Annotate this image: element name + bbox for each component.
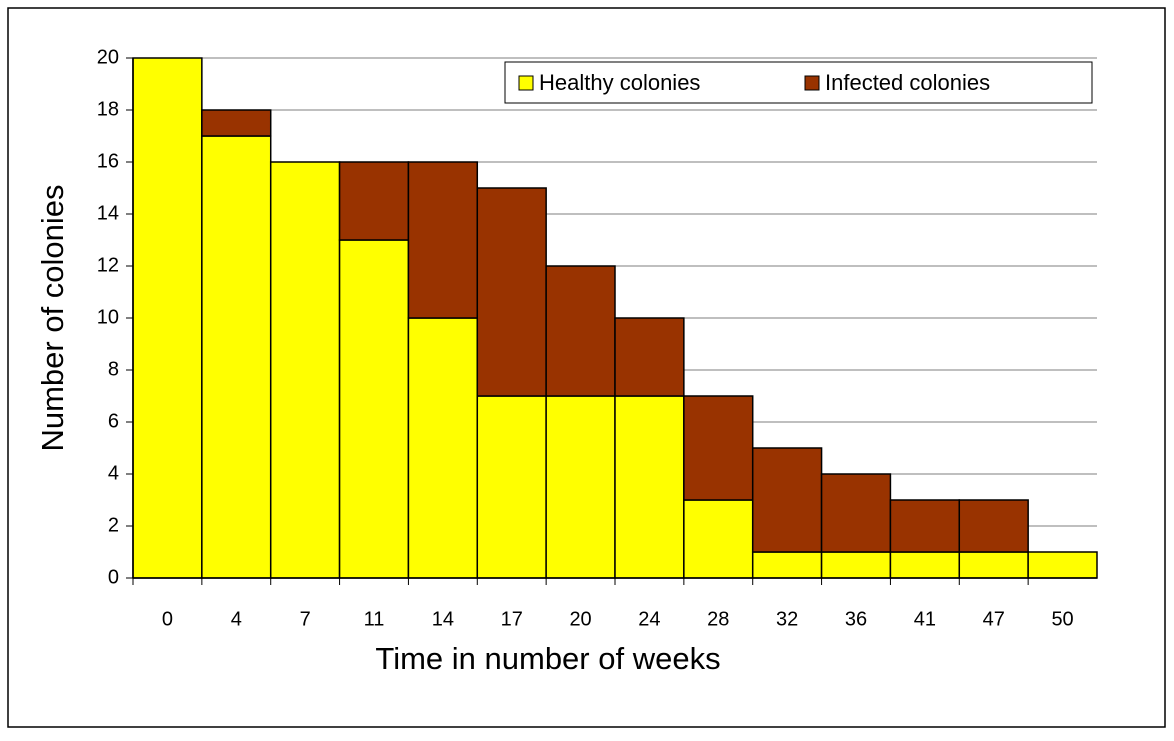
- bar-segment: [338, 161, 410, 241]
- bar-segment: [820, 551, 892, 579]
- bar-segment: [751, 551, 823, 579]
- bar-segment: [889, 499, 961, 553]
- bar-segment: [820, 473, 892, 553]
- bar-segment: [545, 265, 616, 397]
- x-tick-label: 20: [569, 608, 591, 630]
- y-tick-label: 6: [108, 410, 119, 432]
- y-tick-label: 2: [108, 514, 119, 536]
- bar-segment: [476, 187, 547, 397]
- bar-segment: [407, 317, 479, 579]
- bar-segment: [132, 57, 203, 579]
- x-tick-label: 7: [300, 608, 311, 630]
- legend-swatch: [804, 75, 820, 91]
- bar-segment: [614, 317, 685, 397]
- x-tick-label: 24: [638, 608, 660, 630]
- bar-segment: [683, 499, 754, 579]
- bar-segment: [1027, 551, 1098, 579]
- bar-segment: [407, 161, 479, 319]
- x-tick-label: 4: [231, 608, 242, 630]
- x-tick-label: 17: [501, 608, 523, 630]
- y-tick-label: 20: [97, 46, 119, 68]
- bar-segment: [889, 551, 961, 579]
- x-tick-label: 50: [1051, 608, 1073, 630]
- x-tick-label: 14: [432, 608, 454, 630]
- bar-segment: [683, 395, 754, 501]
- y-tick-label: 18: [97, 98, 119, 120]
- bar-segment: [751, 447, 823, 553]
- bar-segment: [614, 395, 685, 579]
- x-tick-label: 47: [983, 608, 1005, 630]
- y-axis-title: Number of colonies: [35, 184, 70, 451]
- y-tick-label: 14: [97, 202, 119, 224]
- legend-box: [504, 61, 1093, 104]
- x-tick-label: 41: [914, 608, 936, 630]
- bar-segment: [545, 395, 616, 579]
- y-tick-label: 0: [108, 566, 119, 588]
- bar-segment: [201, 135, 272, 579]
- x-tick-label: 36: [845, 608, 867, 630]
- y-tick-label: 10: [97, 306, 119, 328]
- y-tick-label: 4: [108, 462, 119, 484]
- y-tick-label: 12: [97, 254, 119, 276]
- bar-segment: [201, 109, 272, 137]
- bar-segment: [476, 395, 547, 579]
- x-tick-label: 0: [162, 608, 173, 630]
- x-axis-title: Time in number of weeks: [375, 641, 720, 676]
- bar-segment: [338, 239, 410, 579]
- legend-label: Healthy colonies: [539, 70, 700, 95]
- bar-segment: [958, 499, 1029, 553]
- y-tick-label: 8: [108, 358, 119, 380]
- legend-swatch: [518, 75, 534, 91]
- bar-segment: [958, 551, 1029, 579]
- x-tick-label: 32: [776, 608, 798, 630]
- bar-segment: [269, 161, 341, 579]
- legend-label: Infected colonies: [825, 70, 990, 95]
- x-tick-label: 28: [707, 608, 729, 630]
- y-tick-label: 16: [97, 150, 119, 172]
- x-tick-label: 11: [364, 608, 385, 630]
